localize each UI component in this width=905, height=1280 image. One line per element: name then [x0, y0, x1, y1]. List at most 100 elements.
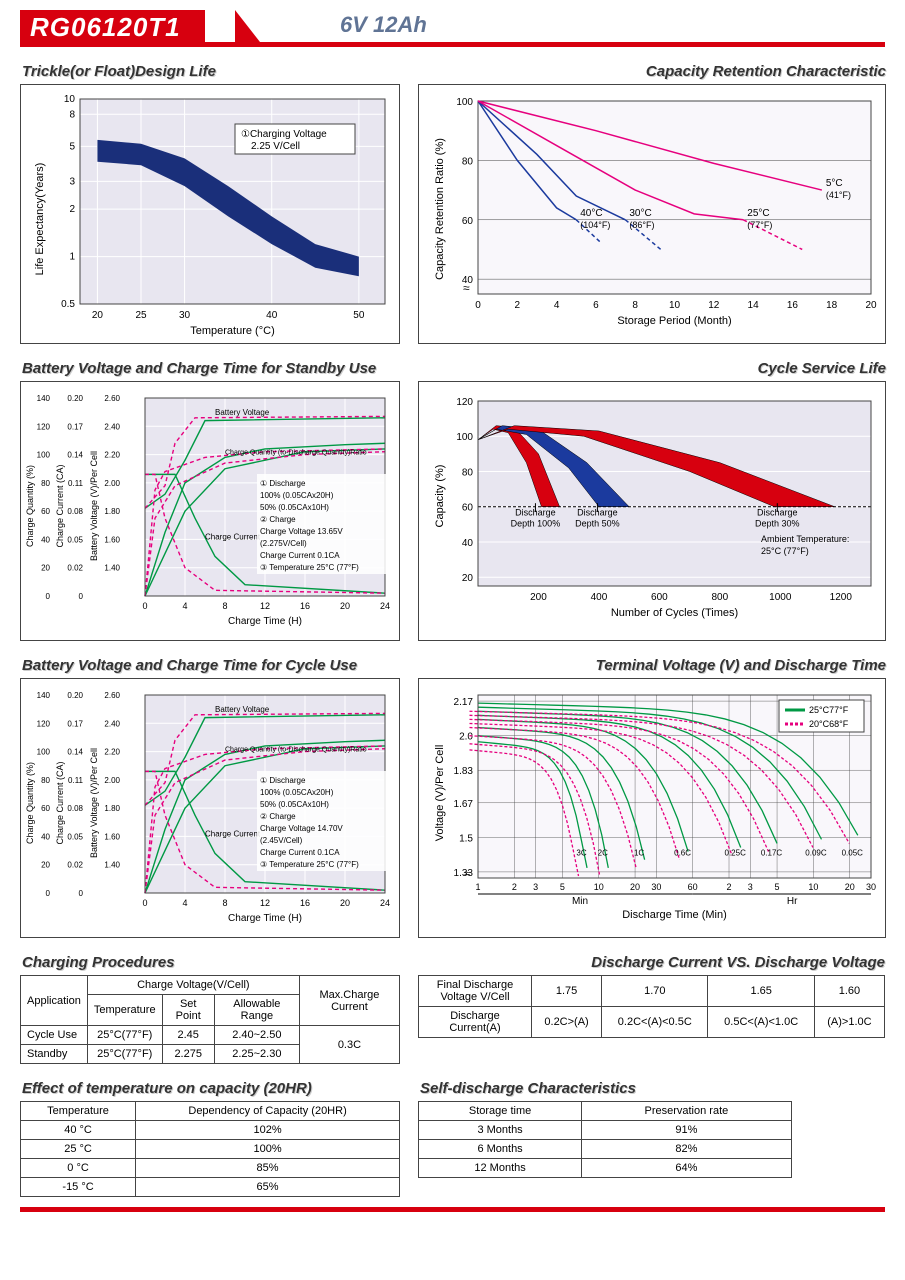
svg-text:≈: ≈ [464, 868, 470, 880]
svg-text:1.80: 1.80 [104, 804, 120, 813]
svg-text:120: 120 [37, 719, 51, 728]
svg-text:Battery Voltage (V)/Per Cell: Battery Voltage (V)/Per Cell [89, 451, 99, 561]
table-charging: Application Charge Voltage(V/Cell) Max.C… [20, 975, 400, 1064]
svg-text:80: 80 [41, 776, 50, 785]
svg-text:5: 5 [560, 882, 565, 892]
td: 0.2C>(A) [532, 1007, 602, 1038]
svg-text:1.40: 1.40 [104, 861, 120, 870]
svg-text:0.11: 0.11 [68, 479, 84, 488]
svg-text:Charge Current 0.1CA: Charge Current 0.1CA [260, 551, 340, 560]
svg-text:8: 8 [632, 300, 638, 311]
chart2-panel: 4060801000246810121416182040°C(104°F)30°… [418, 84, 886, 344]
svg-text:30: 30 [866, 882, 876, 892]
svg-text:600: 600 [651, 592, 668, 603]
td: Standby [21, 1045, 88, 1064]
td: 91% [582, 1121, 791, 1140]
svg-text:1.83: 1.83 [454, 766, 474, 777]
svg-text:40: 40 [41, 832, 50, 841]
svg-text:2.60: 2.60 [104, 394, 120, 403]
td: 40 °C [21, 1121, 136, 1140]
svg-text:5: 5 [775, 882, 780, 892]
chart1-panel: 0.512358102025304050Life Expectancy(Year… [20, 84, 400, 344]
td: 0.5C<(A)<1.0C [708, 1007, 814, 1038]
svg-text:4: 4 [182, 601, 187, 611]
footer-bar [20, 1207, 885, 1212]
table-temperature: TemperatureDependency of Capacity (20HR)… [20, 1101, 400, 1197]
svg-text:Charge Current: Charge Current [205, 532, 261, 541]
svg-text:10: 10 [808, 882, 818, 892]
svg-text:60: 60 [462, 503, 474, 514]
svg-text:25°C: 25°C [747, 208, 769, 219]
svg-text:0.05: 0.05 [67, 832, 83, 841]
svg-text:40°C: 40°C [580, 208, 602, 219]
svg-text:Charge Quantity (to-Discharge: Charge Quantity (to-Discharge Quantity)R… [225, 747, 367, 754]
svg-text:20: 20 [630, 882, 640, 892]
svg-text:2: 2 [512, 882, 517, 892]
svg-text:400: 400 [591, 592, 608, 603]
svg-text:Temperature (°C): Temperature (°C) [190, 325, 274, 337]
svg-text:Charge Voltage 14.70V: Charge Voltage 14.70V [260, 824, 343, 833]
td: (A)>1.0C [814, 1007, 884, 1038]
title-chart6: Terminal Voltage (V) and Discharge Time [420, 657, 886, 674]
svg-text:1C: 1C [634, 849, 644, 858]
svg-text:200: 200 [530, 592, 547, 603]
svg-text:3: 3 [748, 882, 753, 892]
spec-text: 6V 12Ah [340, 12, 427, 38]
svg-text:0: 0 [46, 592, 51, 601]
svg-text:16: 16 [787, 300, 799, 311]
svg-text:2.25 V/Cell: 2.25 V/Cell [251, 141, 300, 152]
header: RG06120T1 6V 12Ah [20, 10, 885, 47]
svg-text:50% (0.05CAx10H): 50% (0.05CAx10H) [260, 503, 329, 512]
svg-text:12: 12 [260, 601, 270, 611]
td: 0.2C<(A)<0.5C [602, 1007, 708, 1038]
svg-text:2: 2 [727, 882, 732, 892]
svg-text:1.60: 1.60 [104, 535, 120, 544]
svg-text:Charge Quantity (%): Charge Quantity (%) [25, 465, 35, 547]
svg-text:5: 5 [69, 141, 75, 152]
td: Final Discharge Voltage V/Cell [419, 976, 532, 1007]
svg-text:1.5: 1.5 [459, 833, 473, 844]
svg-text:Battery Voltage: Battery Voltage [215, 408, 270, 417]
svg-text:3C: 3C [576, 849, 586, 858]
td: 82% [582, 1140, 791, 1159]
svg-text:(86°F): (86°F) [629, 220, 654, 230]
svg-text:24: 24 [380, 898, 390, 908]
svg-text:(77°F): (77°F) [747, 220, 772, 230]
svg-text:Depth 30%: Depth 30% [755, 519, 800, 529]
svg-text:2.17: 2.17 [454, 697, 474, 708]
svg-text:② Charge: ② Charge [260, 515, 296, 524]
svg-text:18: 18 [826, 300, 838, 311]
chart4-panel: 2040608010012020040060080010001200Discha… [418, 381, 886, 641]
svg-text:Life Expectancy(Years): Life Expectancy(Years) [34, 163, 46, 276]
svg-text:Depth 50%: Depth 50% [575, 519, 620, 529]
svg-text:Storage Period (Month): Storage Period (Month) [617, 315, 731, 327]
svg-text:Charge Quantity (to-Discharge: Charge Quantity (to-Discharge Quantity)R… [225, 450, 367, 457]
svg-text:100% (0.05CAx20H): 100% (0.05CAx20H) [260, 788, 334, 797]
svg-text:①Charging Voltage: ①Charging Voltage [241, 129, 327, 140]
table-selfdischarge: Storage timePreservation rate 3 Months91… [418, 1101, 792, 1178]
td: 2.275 [162, 1045, 214, 1064]
svg-text:Charge Time (H): Charge Time (H) [228, 616, 302, 627]
svg-text:2: 2 [69, 204, 75, 215]
svg-text:140: 140 [37, 691, 51, 700]
svg-text:4: 4 [182, 898, 187, 908]
th: Temperature [87, 995, 162, 1026]
th: Max.Charge Current [299, 976, 399, 1026]
svg-text:20: 20 [41, 564, 50, 573]
td: 6 Months [419, 1140, 582, 1159]
svg-text:60: 60 [688, 882, 698, 892]
td: -15 °C [21, 1178, 136, 1197]
svg-text:12: 12 [708, 300, 720, 311]
td: 1.60 [814, 976, 884, 1007]
th: Set Point [162, 995, 214, 1026]
svg-text:6: 6 [593, 300, 599, 311]
svg-text:12: 12 [260, 898, 270, 908]
chart5-svg: 0481216202400200.021.40400.051.60600.081… [25, 683, 395, 933]
th: Charge Voltage(V/Cell) [87, 976, 299, 995]
svg-text:20: 20 [92, 310, 104, 321]
model-number: RG06120T1 [20, 10, 205, 45]
svg-text:Battery Voltage (V)/Per Cell: Battery Voltage (V)/Per Cell [89, 748, 99, 858]
svg-text:0: 0 [142, 601, 147, 611]
svg-text:0.5: 0.5 [61, 299, 75, 310]
svg-text:60: 60 [41, 507, 50, 516]
